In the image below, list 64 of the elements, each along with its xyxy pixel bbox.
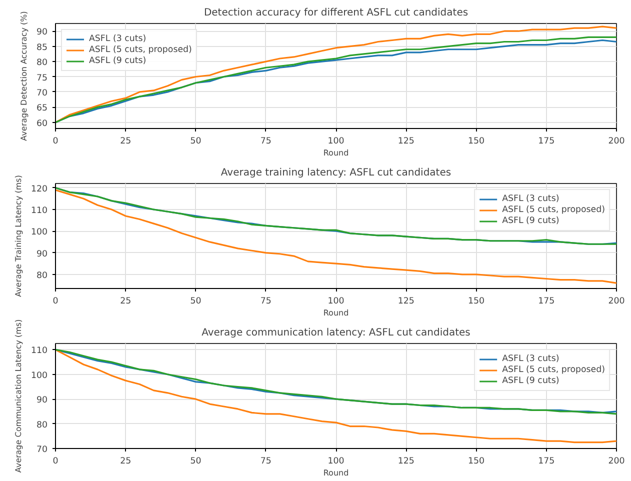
x-tick-label: 50 [190,136,202,146]
x-tick-label: 75 [260,136,272,146]
y-tick-label: 70 [36,445,48,455]
line-series [56,348,616,444]
legend-label: ASFL (5 cuts, proposed) [502,205,605,215]
y-axis-title: Average Communication Latency (ms) [14,319,23,473]
y-tick-label: 100 [30,370,48,381]
legend-label: ASFL (3 cuts) [502,194,560,204]
line-series [56,189,616,284]
y-tick-label: 85 [36,42,48,53]
y-tick-label: 70 [36,88,48,98]
x-tick-label: 125 [398,296,414,306]
chart-title: Average training latency: ASFL cut candidates [220,168,452,178]
x-tick-label: 150 [468,456,485,466]
legend-label: ASFL (9 cuts) [89,56,146,66]
y-tick-label: 80 [36,270,48,281]
y-tick-label: 110 [30,346,48,356]
y-axis-title: Average Detection Accuracy (%) [19,11,28,141]
x-tick-label: 75 [260,456,272,466]
x-tick-label: 25 [120,136,132,146]
y-tick-label: 75 [36,73,48,84]
x-tick-label: 75 [260,296,272,306]
x-tick-label: 50 [190,456,202,466]
x-tick-label: 25 [120,456,132,466]
y-tick-label: 120 [30,184,48,194]
y-tick-label: 80 [36,420,48,430]
y-tick-label: 100 [30,228,48,238]
x-tick-label: 175 [538,136,555,146]
x-tick-label: 125 [398,136,414,146]
x-tick-label: 150 [468,296,485,306]
x-tick-label: 100 [328,136,344,146]
y-tick-label: 60 [36,118,48,129]
y-axis-title: Average Training Latency (ms) [14,175,23,297]
y-tick-label: 80 [36,58,48,68]
x-tick-label: 200 [608,296,625,306]
y-tick-label: 90 [36,396,48,406]
x-tick-label: 0 [52,296,58,306]
legend-label: ASFL (3 cuts) [502,354,560,364]
x-tick-label: 100 [328,456,344,466]
legend-label: ASFL (3 cuts) [89,34,146,44]
x-tick-label: 0 [52,456,58,466]
legend-label: ASFL (5 cuts, proposed) [502,365,605,375]
legend-label: ASFL (5 cuts, proposed) [89,45,192,55]
legend-label: ASFL (9 cuts) [502,376,560,386]
x-tick-label: 200 [608,456,625,466]
x-tick-label: 50 [190,296,202,306]
x-axis-title: Round [323,468,349,478]
x-tick-label: 200 [608,136,625,146]
y-tick-label: 110 [30,206,48,216]
x-tick-label: 175 [538,296,555,306]
chart-title: Average communication latency: ASFL cut candidates [202,328,470,338]
chart-title: Detection accuracy for different ASFL cut candidates [204,8,468,18]
x-tick-label: 25 [120,296,132,306]
y-tick-label: 65 [36,104,48,114]
x-axis-title: Round [323,308,349,318]
x-tick-label: 100 [328,296,344,306]
y-tick-label: 90 [36,249,48,260]
legend-label: ASFL (9 cuts) [502,216,560,226]
x-tick-label: 0 [52,136,58,146]
x-axis-title: Round [323,148,349,158]
x-tick-label: 175 [538,456,555,466]
x-tick-label: 125 [398,456,414,466]
x-tick-label: 150 [468,136,485,146]
y-tick-label: 90 [36,28,48,38]
